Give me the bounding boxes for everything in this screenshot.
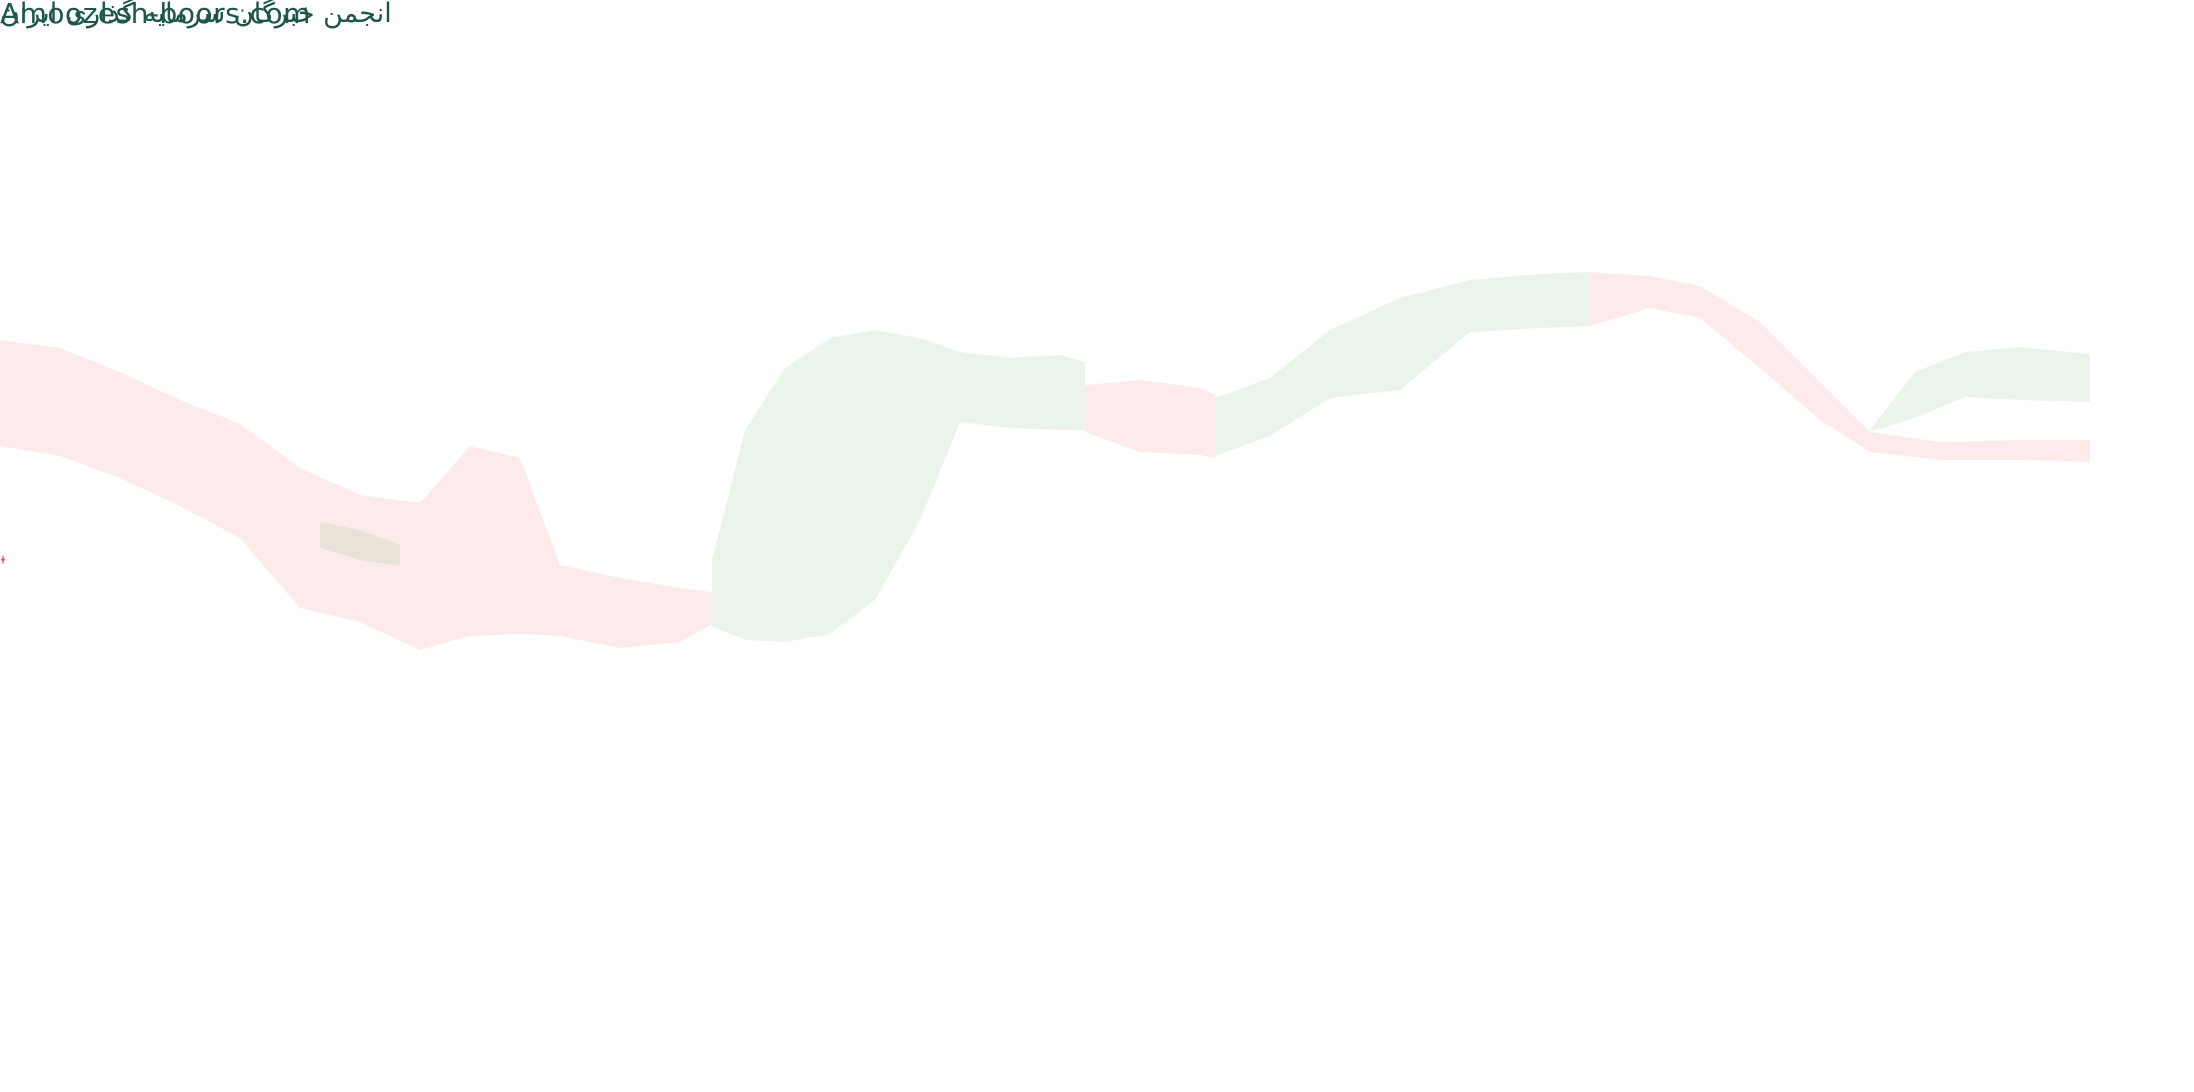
cloud-bullish-patch [1870, 347, 2090, 432]
cloud-bullish-patch [320, 522, 400, 566]
cloud-bullish-patch [712, 330, 1085, 642]
candles-layer [1, 555, 5, 564]
cloud-bearish-patch [1700, 286, 2090, 462]
cloud-bearish-patch [1590, 272, 1700, 326]
cloud-bearish-patch [0, 340, 712, 650]
cloud-bearish-patch [1085, 380, 1215, 458]
candle-body [1, 558, 5, 561]
ichimoku-cloud-layer [0, 272, 2090, 650]
cloud-bullish-patch [1215, 272, 1590, 456]
